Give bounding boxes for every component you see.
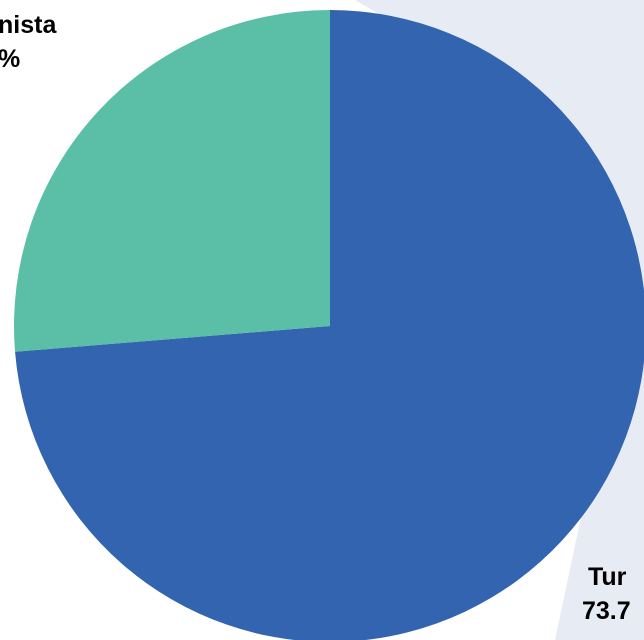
turista-label: Tur 73.7 <box>588 560 631 628</box>
excursionista-label: nista % <box>0 8 56 76</box>
excursionista-label-name: nista <box>0 8 56 42</box>
turista-label-name: Tur <box>588 560 631 594</box>
turista-label-value: 73.7 <box>582 594 631 628</box>
pie-slice-excursionista <box>14 10 330 352</box>
excursionista-label-value: % <box>0 42 56 76</box>
